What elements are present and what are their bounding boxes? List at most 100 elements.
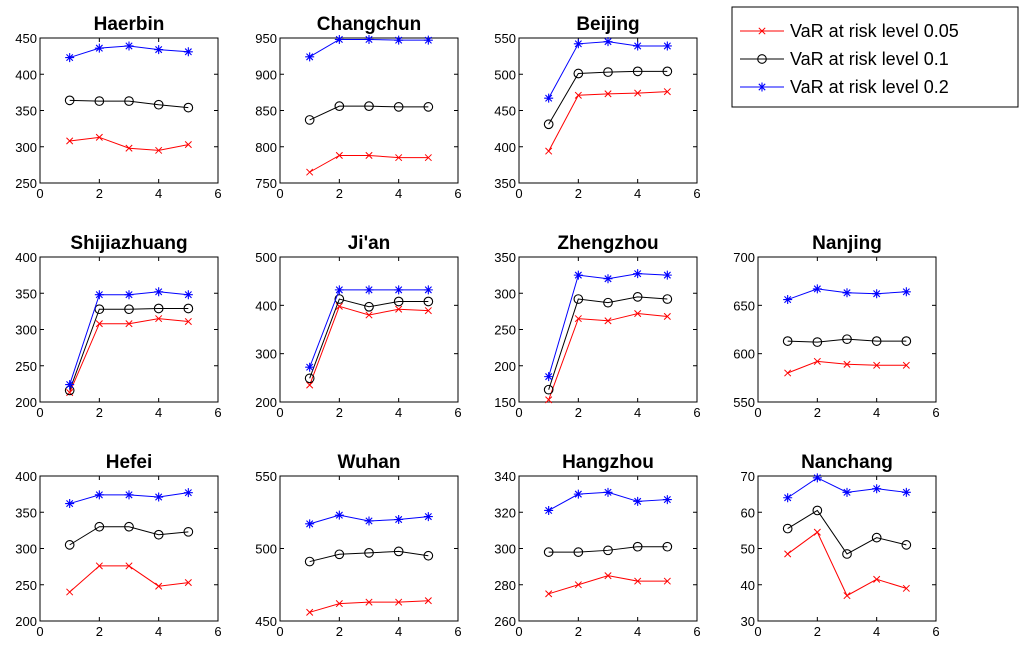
data-point bbox=[95, 133, 103, 141]
y-tick-label: 700 bbox=[733, 250, 755, 265]
y-tick-label: 340 bbox=[494, 469, 516, 484]
y-tick-label: 250 bbox=[15, 578, 37, 593]
series-line-var-at-risk-level-0-1 bbox=[309, 550, 429, 563]
plot-area bbox=[757, 256, 937, 403]
y-tick-label: 550 bbox=[255, 469, 277, 484]
data-point bbox=[394, 285, 404, 295]
x-tick-label: 6 bbox=[693, 624, 700, 639]
data-point bbox=[842, 334, 852, 345]
y-tick-label: 300 bbox=[15, 323, 37, 338]
y-tick-label: 550 bbox=[494, 31, 516, 46]
data-point bbox=[662, 41, 672, 51]
data-point bbox=[872, 289, 882, 299]
data-point bbox=[545, 396, 553, 404]
data-point bbox=[423, 285, 433, 295]
legend-label: VaR at risk level 0.2 bbox=[790, 77, 949, 97]
data-point bbox=[544, 372, 554, 382]
data-point bbox=[94, 96, 105, 106]
data-point bbox=[574, 315, 582, 323]
data-point bbox=[544, 505, 554, 515]
data-point bbox=[782, 523, 793, 534]
data-point bbox=[662, 294, 673, 304]
y-tick-label: 350 bbox=[15, 104, 37, 119]
subplot-nanchang: Nanchang 0 2 4 6 30 40 50 60 70 bbox=[741, 452, 940, 639]
x-tick-label: 2 bbox=[96, 186, 103, 201]
x-tick-label: 4 bbox=[155, 624, 162, 639]
series-line-var-at-risk-level-0-1 bbox=[548, 70, 668, 125]
data-point bbox=[66, 137, 74, 145]
plot-area bbox=[39, 256, 219, 403]
y-tick-label: 200 bbox=[255, 395, 277, 410]
data-point bbox=[424, 307, 432, 315]
data-point bbox=[365, 598, 373, 606]
subplot-zhengzhou: Zhengzhou 0 2 4 6 150 200 250 300 350 bbox=[494, 233, 700, 420]
series-line-var-at-risk-level-0-1 bbox=[69, 526, 189, 546]
data-point bbox=[812, 284, 822, 294]
data-point bbox=[305, 52, 315, 62]
data-point bbox=[306, 381, 314, 389]
data-point bbox=[784, 550, 792, 558]
legend-box bbox=[731, 6, 1019, 108]
y-tick-label: 40 bbox=[741, 578, 755, 593]
y-tick-label: 300 bbox=[15, 140, 37, 155]
data-point bbox=[184, 141, 192, 149]
data-point bbox=[305, 519, 315, 529]
data-point bbox=[395, 305, 403, 313]
subplot-hangzhou: Hangzhou 0 2 4 6 260 280 300 320 340 bbox=[494, 452, 700, 639]
series-line-var-at-risk-level-0-1 bbox=[787, 509, 907, 555]
data-point bbox=[573, 489, 583, 499]
data-point bbox=[574, 91, 582, 99]
legend-entry: VaR at risk level 0.1 bbox=[740, 49, 949, 69]
data-point bbox=[183, 488, 193, 498]
data-point bbox=[154, 492, 164, 502]
data-point bbox=[364, 516, 374, 526]
data-point bbox=[902, 361, 910, 369]
y-tick-label: 200 bbox=[494, 359, 516, 374]
x-tick-label: 0 bbox=[36, 405, 43, 420]
x-tick-label: 0 bbox=[276, 624, 283, 639]
data-point bbox=[304, 556, 315, 567]
x-tick-label: 4 bbox=[155, 405, 162, 420]
x-tick-label: 0 bbox=[276, 186, 283, 201]
data-point bbox=[634, 577, 642, 585]
data-point bbox=[155, 315, 163, 323]
data-point bbox=[304, 115, 315, 125]
data-point bbox=[364, 101, 374, 111]
x-tick-label: 4 bbox=[395, 186, 402, 201]
y-tick-label: 300 bbox=[255, 347, 277, 362]
data-point bbox=[306, 608, 314, 616]
data-point bbox=[306, 168, 314, 176]
y-tick-label: 800 bbox=[255, 140, 277, 155]
y-tick-label: 350 bbox=[15, 286, 37, 301]
x-tick-label: 4 bbox=[873, 405, 880, 420]
data-point bbox=[633, 41, 643, 51]
data-point bbox=[334, 510, 344, 520]
x-tick-label: 2 bbox=[336, 186, 343, 201]
y-tick-label: 350 bbox=[494, 176, 516, 191]
x-tick-label: 2 bbox=[96, 624, 103, 639]
x-tick-label: 2 bbox=[336, 405, 343, 420]
data-point bbox=[183, 290, 193, 300]
y-tick-label: 200 bbox=[15, 614, 37, 629]
data-point bbox=[124, 521, 134, 532]
data-point bbox=[334, 285, 344, 295]
data-point bbox=[94, 290, 104, 300]
y-tick-label: 500 bbox=[255, 250, 277, 265]
subplot-shijiazhuang: Shijiazhuang 0 2 4 6 200 250 300 350 400 bbox=[15, 233, 221, 420]
data-point bbox=[423, 35, 433, 45]
y-tick-label: 400 bbox=[255, 298, 277, 313]
data-point bbox=[634, 309, 642, 318]
x-tick-label: 2 bbox=[575, 405, 582, 420]
x-tick-label: 0 bbox=[515, 624, 522, 639]
y-tick-label: 450 bbox=[255, 614, 277, 629]
plot-area bbox=[518, 37, 698, 184]
y-tick-label: 30 bbox=[741, 614, 755, 629]
data-point bbox=[125, 320, 133, 328]
data-point bbox=[153, 303, 164, 314]
subplot-beijing: Beijing 0 2 4 6 350 400 450 500 550 bbox=[494, 14, 700, 201]
x-tick-label: 6 bbox=[932, 405, 939, 420]
y-tick-label: 300 bbox=[494, 542, 516, 557]
x-tick-label: 4 bbox=[395, 405, 402, 420]
data-point bbox=[124, 490, 134, 500]
